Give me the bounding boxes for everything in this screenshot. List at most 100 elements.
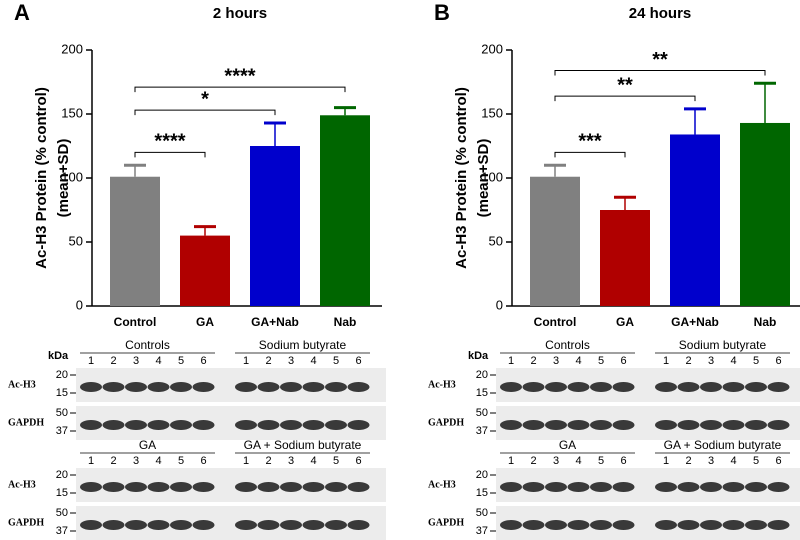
row-label: Ac-H3 xyxy=(8,379,36,390)
blot-band xyxy=(745,382,767,392)
blot-group-label: Sodium butyrate xyxy=(679,338,767,352)
blot-band xyxy=(590,382,612,392)
lane-number: 4 xyxy=(310,455,316,467)
y-axis-label: (mean+SD) xyxy=(55,139,72,218)
lane-number: 2 xyxy=(685,355,691,367)
blot-group-label: GA xyxy=(559,438,576,452)
bar xyxy=(530,176,580,306)
y-tick-label: 100 xyxy=(61,169,83,184)
x-tick-label: GA+Nab xyxy=(251,315,299,329)
blot-band xyxy=(700,520,722,530)
lane-number: 5 xyxy=(598,355,604,367)
blot-band xyxy=(302,382,325,392)
blot-band xyxy=(545,482,567,492)
blot-band xyxy=(612,520,635,530)
blot-band xyxy=(677,482,700,492)
blot-band xyxy=(170,382,192,392)
blot-band xyxy=(257,520,280,530)
significance-label: ** xyxy=(617,74,633,96)
blot-band xyxy=(745,520,767,530)
x-tick-label: Nab xyxy=(334,315,357,329)
blot-group-label: Controls xyxy=(125,338,170,352)
blot-band xyxy=(567,420,590,430)
blot-band xyxy=(590,520,612,530)
blot-band xyxy=(722,520,745,530)
lane-number: 2 xyxy=(685,455,691,467)
lane-number: 4 xyxy=(575,355,581,367)
blot-band xyxy=(567,482,590,492)
lane-number: 1 xyxy=(88,455,94,467)
significance-bracket xyxy=(554,69,766,76)
blot-band xyxy=(235,482,257,492)
y-tick-label: 50 xyxy=(69,233,83,248)
blot-band xyxy=(102,382,125,392)
significance-label: * xyxy=(201,88,209,110)
marker-label: 15 xyxy=(476,487,488,499)
lane-number: 3 xyxy=(553,355,559,367)
blot-band xyxy=(80,520,102,530)
bar xyxy=(670,134,720,306)
marker-label: 20 xyxy=(56,469,68,481)
y-tick-label: 200 xyxy=(481,41,503,56)
row-label: GAPDH xyxy=(8,517,44,528)
blot-band xyxy=(347,482,370,492)
blot-band xyxy=(235,420,257,430)
blot-band xyxy=(745,482,767,492)
blot-band xyxy=(280,420,302,430)
marker-label: 37 xyxy=(476,425,488,437)
blot-band xyxy=(567,382,590,392)
blot-band xyxy=(677,520,700,530)
blot-group-label: Sodium butyrate xyxy=(259,338,347,352)
blot-band xyxy=(612,482,635,492)
blot-band xyxy=(500,520,522,530)
blot-band xyxy=(655,520,677,530)
blot-band xyxy=(280,482,302,492)
bar xyxy=(110,176,160,306)
x-tick-label: GA+Nab xyxy=(671,315,719,329)
x-tick-label: GA xyxy=(196,315,214,329)
lane-number: 3 xyxy=(288,355,294,367)
significance-bracket xyxy=(134,109,276,116)
significance-label: **** xyxy=(224,65,255,87)
blot-band xyxy=(500,482,522,492)
lane-number: 5 xyxy=(598,455,604,467)
blot-band xyxy=(767,482,790,492)
x-tick-label: GA xyxy=(616,315,634,329)
y-axis-label: Ac-H3 Protein (% control) xyxy=(33,87,50,269)
row-label: Ac-H3 xyxy=(428,479,456,490)
lane-number: 3 xyxy=(708,355,714,367)
panel-label: A xyxy=(14,0,30,25)
blot-band xyxy=(700,482,722,492)
blot-band xyxy=(147,420,170,430)
marker-label: 15 xyxy=(56,487,68,499)
blot-band xyxy=(257,420,280,430)
lane-number: 4 xyxy=(730,455,736,467)
significance-bracket xyxy=(554,151,626,158)
blot-band xyxy=(347,382,370,392)
blot-band xyxy=(522,520,545,530)
blot-band xyxy=(655,482,677,492)
marker-label: 15 xyxy=(476,387,488,399)
blot-band xyxy=(700,420,722,430)
blot-band xyxy=(767,420,790,430)
lane-number: 6 xyxy=(355,355,361,367)
row-label: Ac-H3 xyxy=(8,479,36,490)
blot-band xyxy=(170,420,192,430)
lane-number: 6 xyxy=(775,355,781,367)
blot-band xyxy=(745,420,767,430)
lane-number: 3 xyxy=(133,455,139,467)
blot-band xyxy=(302,420,325,430)
lane-number: 3 xyxy=(553,455,559,467)
bar xyxy=(180,235,230,306)
blot-band xyxy=(522,420,545,430)
lane-number: 4 xyxy=(155,455,161,467)
row-label: Ac-H3 xyxy=(428,379,456,390)
marker-label: 15 xyxy=(56,387,68,399)
blot-band xyxy=(677,420,700,430)
lane-number: 4 xyxy=(730,355,736,367)
lane-number: 1 xyxy=(663,355,669,367)
blot-band xyxy=(302,482,325,492)
lane-number: 5 xyxy=(753,455,759,467)
bar xyxy=(250,146,300,306)
